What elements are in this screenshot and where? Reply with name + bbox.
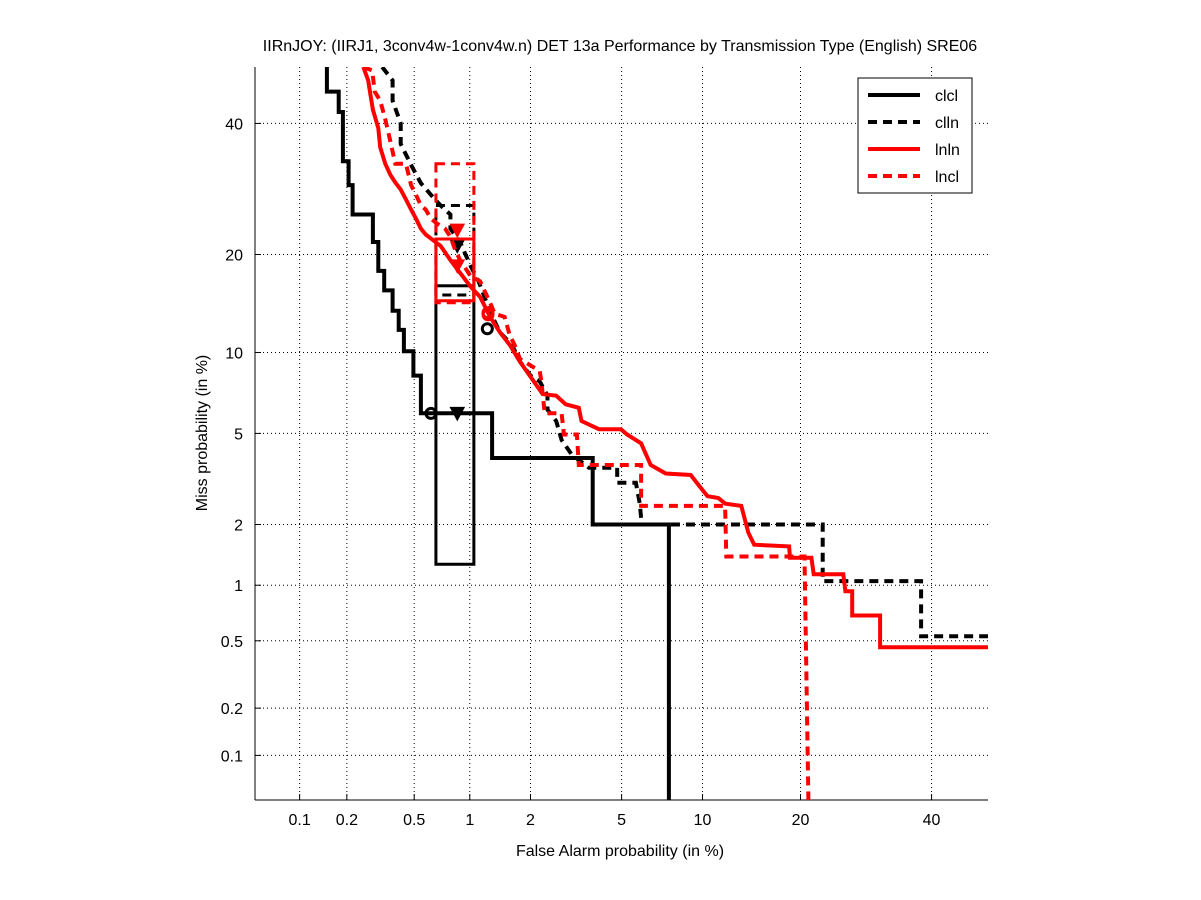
y-tick-label: 2 <box>234 517 243 534</box>
y-tick-label: 0.5 <box>221 634 243 651</box>
y-tick-label: 10 <box>225 345 243 362</box>
x-axis-label: False Alarm probability (in %) <box>516 843 724 860</box>
x-tick-label: 0.5 <box>403 812 425 829</box>
confidence-box-lncl <box>434 162 476 305</box>
x-tick-label: 0.1 <box>288 812 310 829</box>
x-tick-label: 1 <box>465 812 474 829</box>
min-dcf-marker-clcl <box>424 406 438 420</box>
min-dcf-marker-lncl <box>481 306 495 320</box>
y-axis-label: Miss probability (in %) <box>194 355 211 511</box>
chart-title: IIRnJOY: (IIRJ1, 3conv4w-1conv4w.n) DET … <box>263 38 977 55</box>
y-tick-label: 20 <box>225 247 243 264</box>
y-tick-label: 5 <box>234 426 243 443</box>
det-curve-clcl <box>324 67 671 800</box>
series-group <box>324 67 988 800</box>
det-curve-lnln <box>361 67 988 650</box>
x-tick-label: 5 <box>617 812 626 829</box>
plot-area <box>324 67 988 800</box>
legend: clcl clln lnln lncl <box>857 77 973 194</box>
legend-label-lnln: lnln <box>935 142 960 159</box>
confidence-box-clcl <box>434 284 476 566</box>
legend-box <box>857 77 973 194</box>
x-tick-label: 2 <box>526 812 535 829</box>
legend-label-clcl: clcl <box>935 88 958 105</box>
y-tick-label: 0.1 <box>221 748 243 765</box>
x-tick-label: 0.2 <box>336 812 358 829</box>
det-curve-lncl <box>362 67 811 800</box>
x-tick-label: 40 <box>923 812 941 829</box>
act-dcf-marker-clcl <box>449 406 466 422</box>
y-tick-label: 40 <box>225 116 243 133</box>
y-tick-label: 1 <box>234 578 243 595</box>
y-tick-label: 0.2 <box>221 701 243 718</box>
act-dcf-marker-lncl <box>449 223 466 239</box>
x-tick-label: 20 <box>792 812 810 829</box>
min-dcf-marker-clln <box>480 322 494 336</box>
axes: 0.1 0.2 0.5 1 2 5 10 20 40 0.1 0.2 0.5 1 2 5 10 20 40 <box>221 67 988 829</box>
legend-label-lncl: lncl <box>935 169 959 186</box>
x-tick-label: 10 <box>694 812 712 829</box>
legend-label-clln: clln <box>935 115 959 132</box>
